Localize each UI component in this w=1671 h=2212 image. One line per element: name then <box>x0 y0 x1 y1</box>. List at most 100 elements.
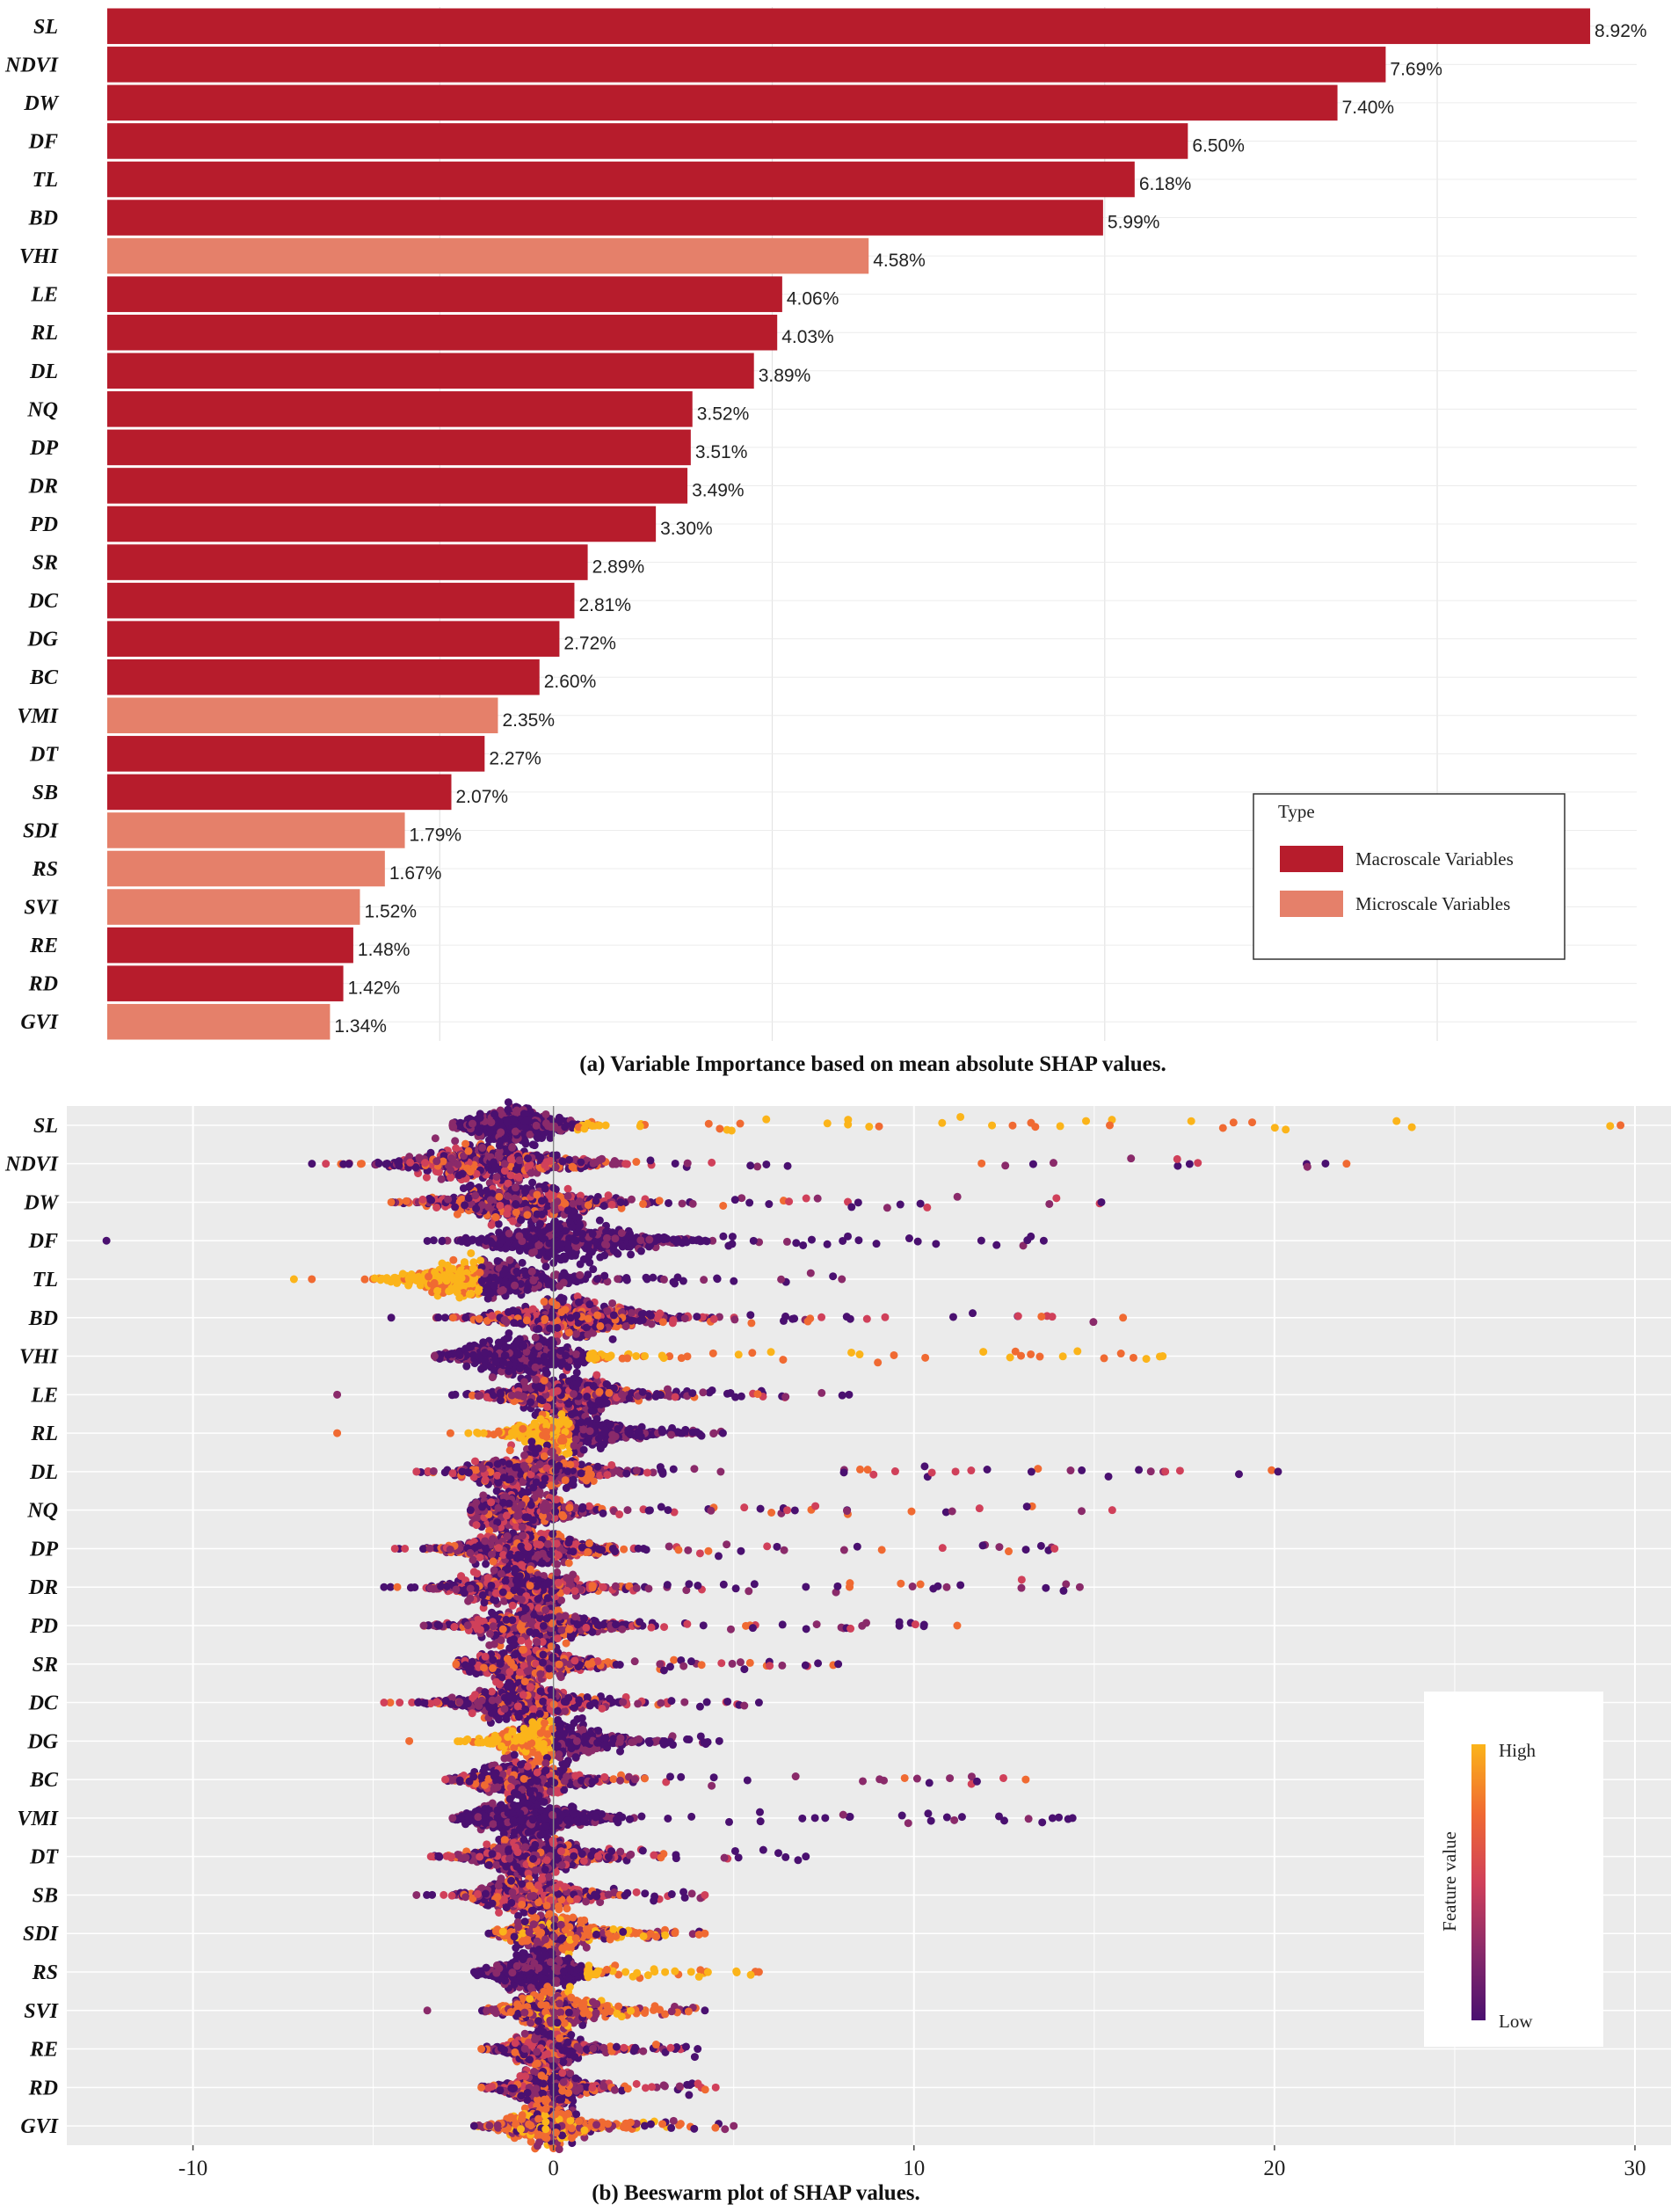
shap-point <box>494 1338 503 1347</box>
shap-point <box>595 1121 604 1130</box>
shap-point-tail <box>802 1194 810 1203</box>
shap-point <box>556 1282 564 1291</box>
shap-point-tail <box>932 1240 941 1248</box>
bar-rd <box>107 965 344 1001</box>
shap-point-tail <box>938 1118 947 1127</box>
shap-point <box>504 1307 512 1316</box>
bar-dc <box>107 582 575 619</box>
shap-point <box>444 1195 453 1204</box>
bar-ylabel-rs: RS <box>32 858 58 881</box>
shap-point-tail <box>1013 1312 1022 1321</box>
shap-point-tail <box>693 1313 701 1321</box>
shap-point-tail <box>588 1121 597 1130</box>
shap-point <box>432 1157 441 1166</box>
shap-point-tail <box>862 1314 871 1323</box>
shap-point-tail <box>854 1198 862 1207</box>
shap-point <box>556 1255 565 1264</box>
shap-point-tail <box>781 1393 790 1401</box>
shap-point <box>529 1277 538 1285</box>
shap-point <box>402 1197 410 1205</box>
shap-point <box>497 1128 505 1137</box>
shap-point <box>536 1219 545 1228</box>
shap-point-tail <box>1270 1124 1279 1132</box>
shap-point-tail <box>883 1204 891 1212</box>
shap-point-min <box>387 1197 396 1206</box>
shap-point <box>500 1167 509 1175</box>
shap-point-tail <box>671 1159 679 1168</box>
shap-point <box>572 1368 581 1377</box>
shap-point-tail <box>923 1203 932 1212</box>
shap-point-tail <box>1129 1353 1137 1362</box>
shap-point-tail <box>728 1233 737 1241</box>
bar-bc <box>107 659 540 695</box>
shap-point <box>432 1203 441 1212</box>
shap-point-tail <box>1073 1347 1082 1356</box>
bar-value-label-rd: 1.42% <box>348 979 401 999</box>
bar-sdi <box>107 812 405 848</box>
shap-point-tail <box>652 1390 661 1399</box>
shap-point <box>530 1141 539 1150</box>
shap-point-tail <box>716 1124 724 1133</box>
shap-point-tail <box>724 1241 733 1250</box>
shap-point <box>536 1395 545 1404</box>
shap-point <box>374 1159 383 1168</box>
shap-point-tail <box>604 1191 613 1200</box>
bar-chart-value-labels: 8.92%7.69%7.40%6.50%6.18%5.99%4.58%4.06%… <box>334 21 1646 1037</box>
shap-point-tail <box>1052 1194 1061 1203</box>
bar-value-label-dp: 3.51% <box>695 442 748 462</box>
shap-point-tail <box>1006 1353 1014 1362</box>
bar-ylabel-df: DF <box>28 130 58 153</box>
shap-point-tail <box>719 1232 728 1241</box>
shap-point <box>515 1247 524 1255</box>
shap-point-tail <box>753 1162 762 1171</box>
shap-point-tail <box>1028 1160 1037 1168</box>
bar-ylabel-rl: RL <box>30 322 58 345</box>
shap-point <box>515 1156 524 1165</box>
shap-point-tail <box>838 1391 846 1400</box>
shap-point <box>510 1319 519 1328</box>
shap-point <box>501 1244 510 1253</box>
shap-point-tail <box>783 1161 792 1170</box>
bar-dt <box>107 736 485 772</box>
shap-point <box>464 1146 473 1155</box>
bar-value-label-tl: 6.18% <box>1139 174 1192 194</box>
bar-ylabel-gvi: GVI <box>20 1011 59 1034</box>
bar-ylabel-vmi: VMI <box>17 705 59 728</box>
shap-point <box>490 1281 498 1290</box>
shap-point <box>531 1333 540 1342</box>
shap-point <box>472 1204 481 1213</box>
shap-point <box>370 1274 379 1283</box>
bar-dl <box>107 353 754 389</box>
shap-point <box>517 1216 526 1225</box>
shap-point-tail <box>700 1276 708 1284</box>
shap-point-tail <box>683 1159 692 1168</box>
shap-point <box>553 1323 562 1332</box>
shap-point <box>563 1191 572 1200</box>
shap-point <box>527 1267 536 1276</box>
shap-point <box>564 1244 573 1253</box>
shap-point-tail <box>560 1269 569 1277</box>
shap-point <box>568 1223 577 1232</box>
shap-point <box>422 1173 431 1182</box>
shap-point-tail <box>782 1237 791 1246</box>
shap-point-min <box>102 1236 111 1245</box>
shap-point <box>466 1168 475 1176</box>
shap-point <box>447 1391 456 1400</box>
shap-point <box>593 1311 602 1320</box>
shap-point-tail <box>847 1203 856 1212</box>
bar-df <box>107 123 1188 159</box>
shap-point <box>609 1246 618 1255</box>
shap-point-tail <box>730 1315 739 1324</box>
shap-point <box>433 1286 442 1295</box>
shap-point-tail <box>622 1276 631 1284</box>
shap-point <box>483 1294 492 1303</box>
shap-point-tail <box>762 1160 771 1168</box>
shap-point-max <box>1039 1236 1048 1245</box>
shap-point <box>611 1234 620 1243</box>
bar-ylabel-svi: SVI <box>24 897 59 920</box>
bar-ylabel-nq: NQ <box>26 398 58 421</box>
bar-ylabel-ndvi: NDVI <box>4 54 60 76</box>
bar-vmi <box>107 697 498 734</box>
bar-ylabel-le: LE <box>30 284 58 307</box>
shap-point-tail <box>1187 1117 1195 1125</box>
